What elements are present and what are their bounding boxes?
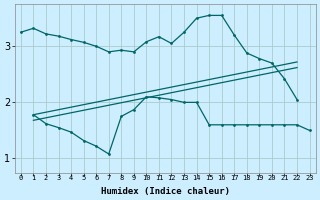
X-axis label: Humidex (Indice chaleur): Humidex (Indice chaleur) <box>101 187 230 196</box>
